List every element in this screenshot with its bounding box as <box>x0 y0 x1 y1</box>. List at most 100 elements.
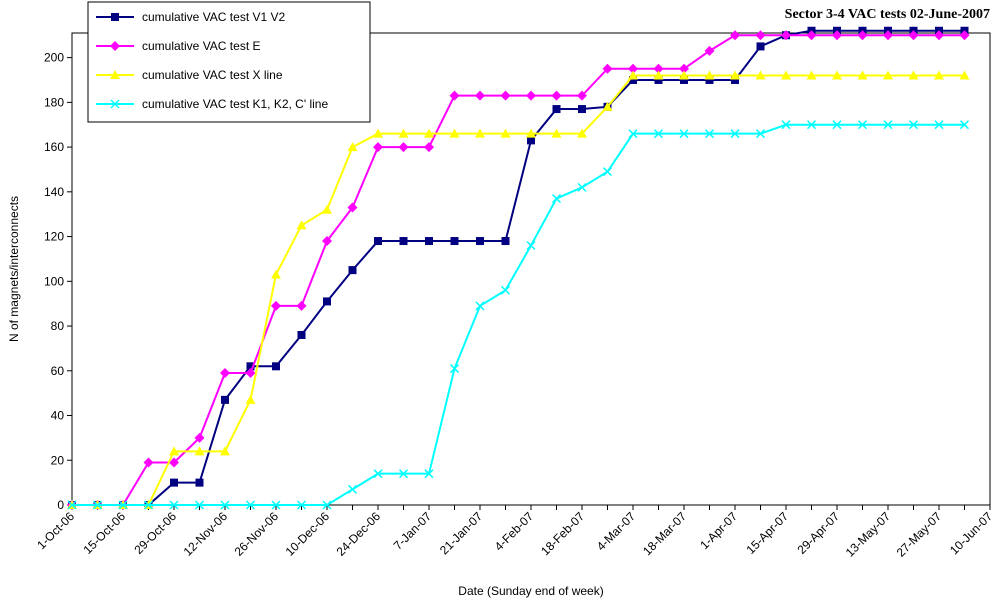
data-point <box>704 70 715 80</box>
data-point <box>857 120 868 130</box>
data-point <box>373 128 383 138</box>
data-point <box>424 142 434 153</box>
data-point <box>857 70 868 80</box>
data-point <box>169 500 179 510</box>
data-point <box>449 90 460 101</box>
data-point <box>245 500 256 510</box>
x-tick-label: 29-Apr-07 <box>794 509 842 557</box>
data-point <box>501 237 510 246</box>
data-point <box>374 237 382 246</box>
data-point <box>450 237 459 246</box>
data-point <box>679 63 689 74</box>
x-tick-label: 1-Oct-06 <box>34 509 77 552</box>
data-point <box>500 128 511 138</box>
data-point <box>526 90 536 101</box>
y-tick-label: 160 <box>44 140 64 154</box>
x-tick-label: 4-Mar-07 <box>594 509 639 554</box>
data-point <box>781 70 791 80</box>
x-tick-label: 10-Dec-06 <box>283 509 333 559</box>
data-point <box>959 30 970 41</box>
y-axis-title: N of magnets/interconnects <box>7 196 21 342</box>
legend-label: cumulative VAC test X line <box>142 68 283 82</box>
data-point <box>653 129 664 139</box>
y-tick-label: 120 <box>44 230 64 244</box>
data-point <box>730 30 740 41</box>
data-point <box>143 500 154 510</box>
data-point <box>832 30 842 41</box>
data-point <box>399 237 408 246</box>
x-tick-label: 18-Feb-07 <box>538 509 587 558</box>
data-point <box>654 75 663 84</box>
y-tick-label: 200 <box>44 51 64 65</box>
data-point <box>577 128 587 138</box>
series-line <box>72 123 965 506</box>
data-point <box>857 30 868 41</box>
x-tick-label: 13-May-07 <box>843 509 894 560</box>
legend <box>87 1 371 123</box>
legend-marker <box>110 41 120 51</box>
data-point <box>602 167 613 177</box>
data-point <box>602 101 613 111</box>
data-point <box>67 500 77 510</box>
data-point <box>398 469 409 479</box>
x-tick-label: 15-Oct-06 <box>80 509 128 557</box>
data-point <box>449 128 460 138</box>
data-point <box>220 446 230 456</box>
data-point <box>552 105 561 114</box>
data-point <box>551 90 562 101</box>
x-tick-label: 26-Nov-06 <box>232 509 282 559</box>
data-point <box>908 120 919 130</box>
data-point <box>908 30 919 41</box>
series-line <box>72 74 965 506</box>
data-point <box>679 129 689 139</box>
data-point <box>373 469 383 479</box>
data-point <box>934 120 944 130</box>
legend-label: cumulative VAC test K1, K2, C' line <box>142 97 328 111</box>
data-point <box>271 269 281 279</box>
data-point <box>424 469 434 479</box>
x-tick-label: 18-Mar-07 <box>640 509 689 558</box>
data-point <box>628 129 638 139</box>
data-point <box>245 394 256 404</box>
data-point <box>731 75 739 84</box>
data-point <box>323 297 331 306</box>
x-tick-label: 27-May-07 <box>894 509 945 560</box>
data-point <box>628 63 638 74</box>
data-point <box>271 300 281 311</box>
data-point <box>551 194 562 204</box>
x-tick-label: 21-Jan-07 <box>437 509 485 557</box>
data-point <box>883 120 893 130</box>
data-point <box>221 395 229 404</box>
data-point <box>398 128 409 138</box>
data-point <box>806 70 817 80</box>
x-tick-label: 15-Apr-07 <box>743 509 791 557</box>
x-tick-label: 10-Jun-07 <box>947 509 995 557</box>
data-point <box>245 368 256 379</box>
data-point <box>577 182 587 192</box>
data-point <box>194 500 205 510</box>
data-point <box>475 90 485 101</box>
data-point <box>347 484 358 494</box>
data-point <box>755 129 766 139</box>
data-point <box>449 364 460 374</box>
data-point <box>908 70 919 80</box>
x-tick-label: 24-Dec-06 <box>334 509 384 559</box>
data-point <box>704 129 715 139</box>
data-point <box>756 42 765 51</box>
x-tick-label: 4-Feb-07 <box>492 509 537 554</box>
x-tick-label: 12-Nov-06 <box>181 509 231 559</box>
y-tick-label: 100 <box>44 274 64 288</box>
data-point <box>653 63 664 74</box>
data-point <box>475 128 485 138</box>
data-point <box>475 301 485 311</box>
data-point <box>246 362 255 371</box>
data-point <box>755 30 766 41</box>
data-point <box>297 330 306 339</box>
data-point <box>959 70 970 80</box>
data-point <box>959 120 970 130</box>
chart-title: Sector 3-4 VAC tests 02-June-2007 <box>785 7 990 22</box>
data-point <box>653 70 664 80</box>
data-point <box>373 142 383 153</box>
legend-marker <box>110 70 120 79</box>
